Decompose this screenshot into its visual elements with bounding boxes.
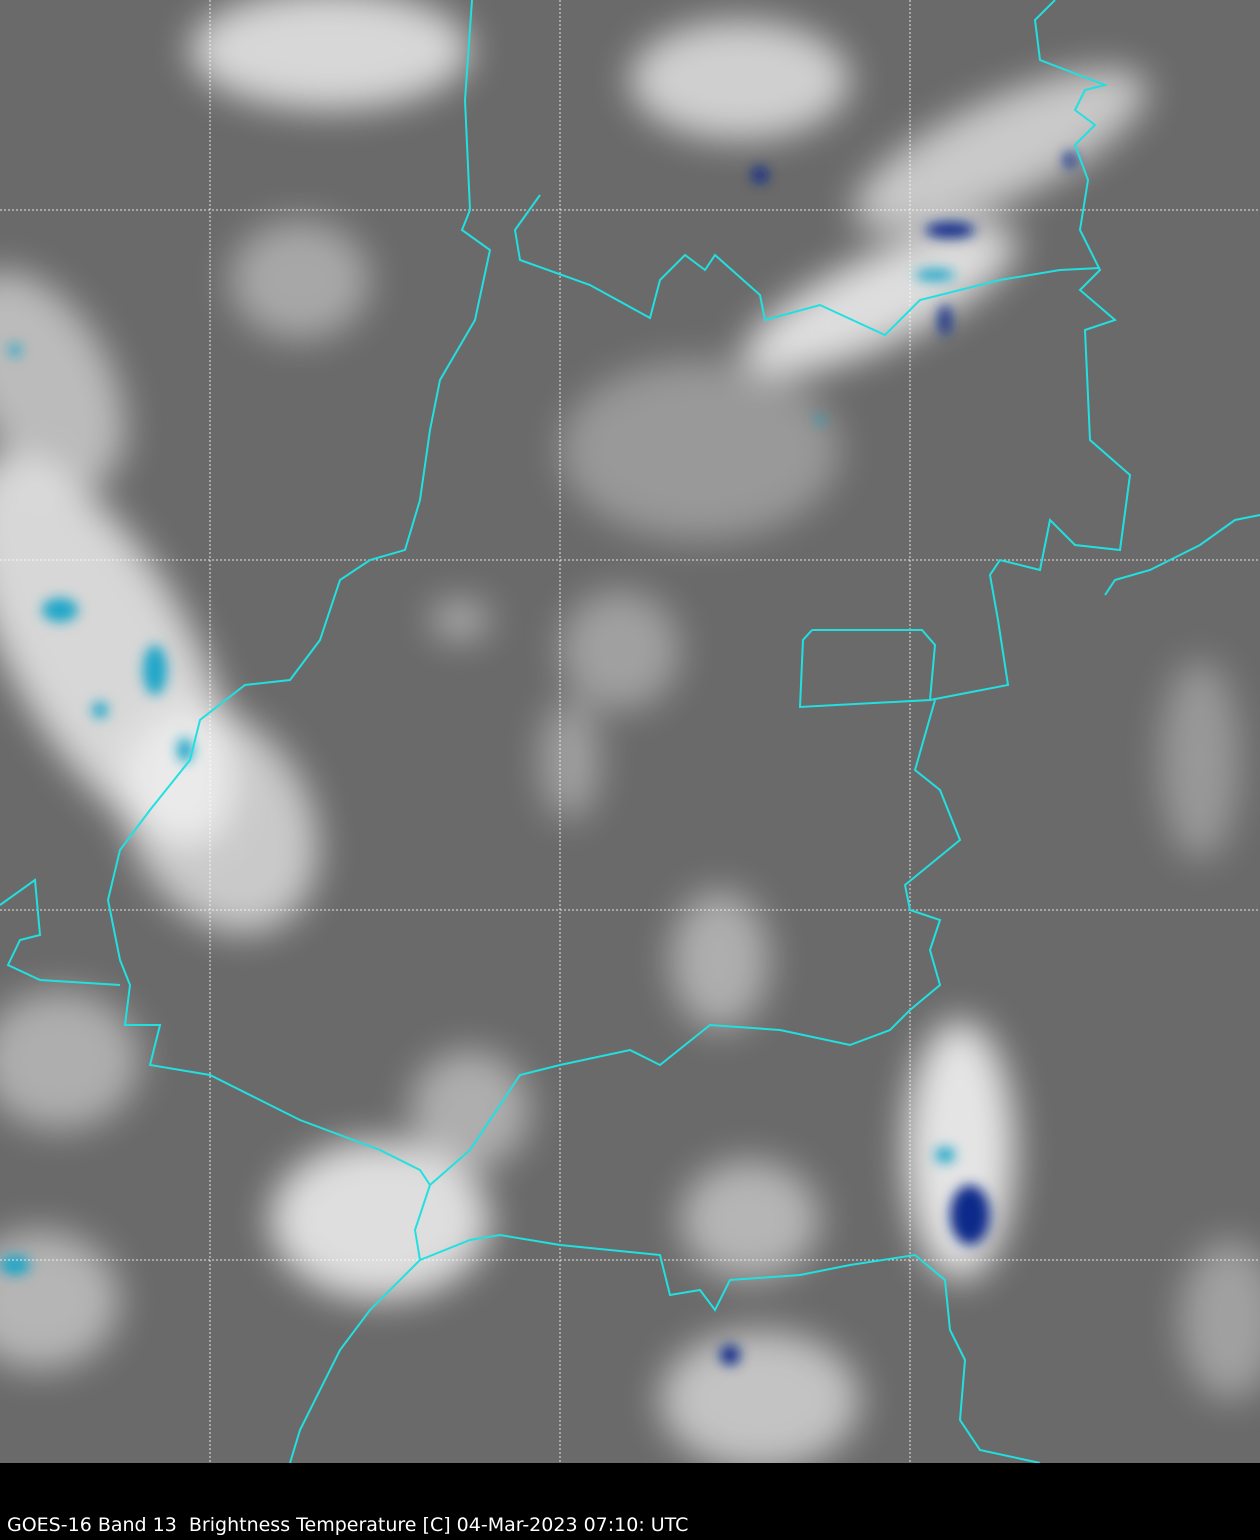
cloud [853,68,1147,232]
cold-cloud-top [752,167,768,183]
cold-cloud-top [950,1185,990,1245]
cloud-field [0,0,1260,1463]
satellite-image [0,0,1260,1463]
cloud [230,220,370,340]
cold-cloud-top [816,416,824,424]
border-line [929,0,1132,701]
cloud [670,890,770,1030]
gridlines [0,0,1260,1463]
cloud [680,1160,820,1280]
cloud [742,224,1018,376]
cloud [560,360,840,540]
cold-cloud-tops [0,152,1076,1365]
cloud [0,270,126,490]
cloud [1160,660,1240,860]
border-line [513,194,1101,337]
cloud [660,1330,860,1463]
border-line [0,878,121,986]
border-line [429,699,962,1186]
cold-cloud-top [177,738,193,762]
cloud [560,590,680,710]
cold-cloud-top [0,1255,30,1275]
cloud [430,600,490,640]
border-line [1104,514,1260,596]
cloud [190,0,470,110]
cold-cloud-top [9,344,21,356]
cold-cloud-top [92,702,108,718]
cold-cloud-top [925,222,975,238]
cold-cloud-top [1064,152,1076,168]
cold-cloud-top [939,305,951,335]
cloud [0,990,140,1130]
cloud [410,1050,530,1170]
cold-cloud-top [935,1147,955,1163]
cold-cloud-top [720,1345,740,1365]
cloud [121,706,319,934]
cold-cloud-top [143,645,167,695]
caption: GOES-16 Band 13 Brightness Temperature [… [7,1514,689,1536]
cloud [540,700,600,820]
cloud [1180,1240,1260,1400]
state-borders [0,0,1260,1463]
cold-cloud-top [42,598,78,622]
cold-cloud-top [915,269,955,281]
cloud [905,1020,1015,1280]
cloud [630,20,850,140]
border-line [419,1233,1041,1463]
